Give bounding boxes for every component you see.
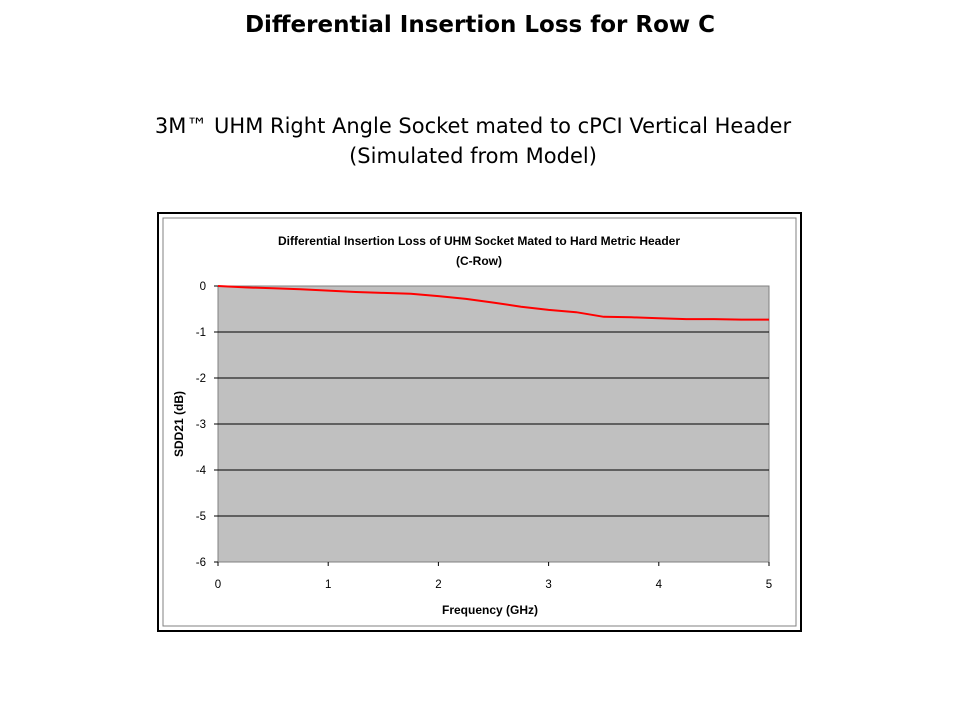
chart: Differential Insertion Loss of UHM Socke…	[162, 217, 797, 627]
chart-area-border	[162, 217, 797, 627]
chart-title: Differential Insertion Loss of UHM Socke…	[278, 234, 680, 248]
subtitle-line-2: (Simulated from Model)	[349, 144, 597, 168]
slide-title: Differential Insertion Loss for Row C	[244, 12, 716, 38]
gridlines	[218, 331, 769, 517]
y-tick-label: 0	[200, 281, 206, 293]
x-axis-label: Frequency (GHz)	[442, 603, 538, 617]
x-tick-label: 3	[545, 579, 551, 591]
y-tick-label: -4	[196, 465, 207, 477]
y-axis-label: SDD21 (dB)	[172, 391, 186, 457]
x-tick-label: 5	[766, 579, 772, 591]
x-tick-label: 0	[215, 579, 221, 591]
x-tick-label: 2	[435, 579, 441, 591]
chart-frame: Differential Insertion Loss of UHM Socke…	[157, 212, 802, 632]
y-tick-label: -6	[196, 557, 206, 569]
y-tick-label: -1	[196, 327, 206, 339]
y-axis: 0 -1 -2 -3 -4 -5 -6	[196, 281, 218, 569]
subtitle-line-1: 3M™ UHM Right Angle Socket mated to cPCI…	[154, 114, 792, 138]
y-tick-label: -3	[196, 419, 206, 431]
y-tick-label: -2	[196, 373, 206, 385]
x-tick-label: 4	[656, 579, 663, 591]
slide-subtitle: 3M™ UHM Right Angle Socket mated to cPCI…	[0, 111, 946, 171]
y-tick-label: -5	[196, 511, 206, 523]
chart-subtitle: (C-Row)	[456, 254, 502, 268]
x-tick-label: 1	[325, 579, 331, 591]
x-axis: 0 1 2 3 4 5	[215, 562, 772, 591]
series-line	[217, 285, 769, 321]
